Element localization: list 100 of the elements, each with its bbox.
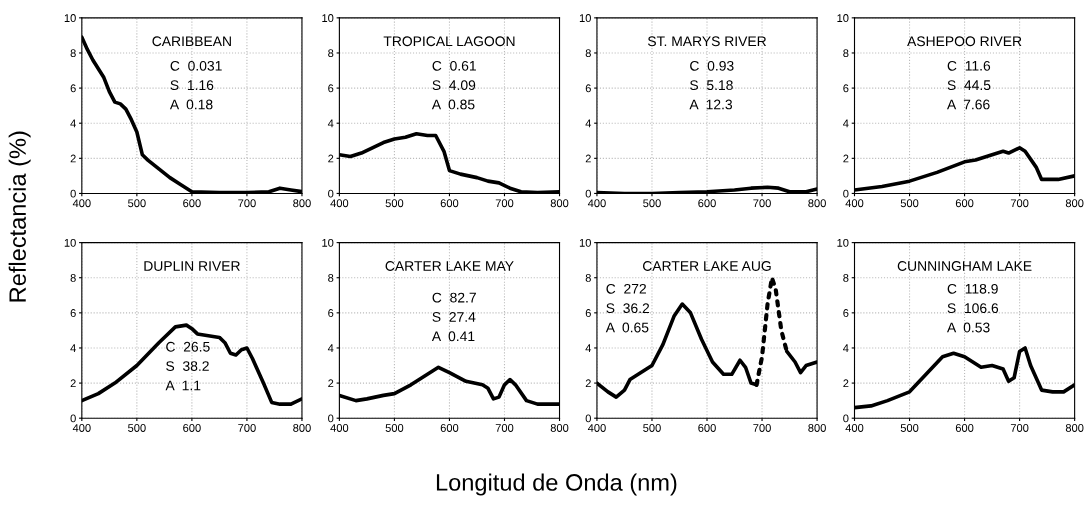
x-tick-label: 600 — [698, 199, 716, 208]
annotation: S 106.6 — [947, 303, 999, 314]
x-tick-label: 500 — [128, 424, 146, 432]
y-tick-label: 4 — [843, 344, 849, 352]
x-tick-label: 700 — [753, 199, 771, 208]
x-tick-label: 500 — [900, 424, 919, 432]
y-tick-label: 4 — [585, 344, 592, 352]
text: ST. MARYS RIVER — [647, 36, 767, 47]
x-tick-label: 500 — [385, 199, 404, 208]
x-axis-title: Longitud de Onda (nm) — [436, 473, 677, 496]
x-tick-label: 800 — [293, 424, 311, 432]
y-tick-label: 0 — [328, 189, 334, 198]
annotation: S 38.2 — [166, 361, 209, 372]
x-tick-label: 800 — [1065, 199, 1084, 208]
annotation: C 0.93 — [690, 60, 734, 71]
y-tick-label: 8 — [585, 49, 591, 58]
text: CARIBBEAN — [152, 36, 231, 47]
y-tick-label: 2 — [328, 379, 334, 388]
y-tick-label: 2 — [843, 379, 849, 388]
annotation: A 0.41 — [431, 331, 475, 342]
y-tick-label: 0 — [328, 414, 334, 423]
annotation: S 27.4 — [432, 312, 476, 322]
y-tick-label: 4 — [585, 119, 592, 128]
y-tick-label: 2 — [70, 379, 76, 388]
x-tick-label: 400 — [587, 199, 606, 208]
y-tick-label: 10 — [837, 14, 849, 22]
annotation: C 118.9 — [947, 283, 998, 294]
y-tick-label: 6 — [328, 309, 334, 317]
y-tick-label: 6 — [585, 309, 591, 317]
annotation: C 0.031 — [170, 60, 222, 71]
annotation: A 0.65 — [605, 322, 649, 333]
x-tick-label: 400 — [845, 199, 864, 208]
annotation: A 0.85 — [431, 99, 475, 110]
y-tick-label: 4 — [70, 119, 76, 128]
y-tick-label: 10 — [579, 238, 591, 247]
y-tick-label: 10 — [322, 14, 334, 22]
x-tick-label: 800 — [550, 424, 569, 432]
y-tick-label: 0 — [585, 414, 591, 423]
text: ASHEPOO RIVER — [907, 36, 1022, 47]
y-tick-label: 2 — [585, 154, 591, 163]
x-tick-label: 800 — [808, 424, 826, 432]
x-tick-label: 600 — [440, 424, 459, 432]
x-tick-label: 500 — [900, 199, 919, 208]
y-tick-label: 2 — [328, 154, 334, 163]
x-tick-label: 500 — [128, 199, 146, 208]
annotation: C 26.5 — [166, 341, 210, 352]
x-tick-label: 700 — [495, 424, 514, 432]
annotation: S 36.2 — [606, 303, 650, 314]
y-tick-label: 8 — [328, 273, 334, 282]
x-tick-label: 600 — [183, 199, 201, 208]
x-tick-label: 800 — [550, 199, 569, 208]
x-tick-label: 800 — [293, 199, 311, 208]
y-tick-label: 0 — [843, 189, 849, 198]
x-tick-label: 400 — [845, 424, 864, 432]
x-tick-label: 400 — [72, 424, 91, 432]
x-tick-label: 500 — [385, 424, 404, 432]
annotation: A 7.66 — [946, 99, 990, 110]
annotation: S 44.5 — [947, 80, 991, 91]
x-tick-label: 500 — [643, 199, 661, 208]
y-tick-label: 2 — [70, 154, 76, 163]
x-tick-label: 400 — [72, 199, 91, 208]
y-tick-label: 10 — [64, 238, 76, 247]
x-tick-label: 400 — [587, 424, 606, 432]
x-tick-label: 600 — [183, 424, 201, 432]
annotation: A 12.3 — [689, 99, 733, 110]
y-tick-label: 2 — [843, 154, 849, 163]
annotation: S 4.09 — [432, 80, 476, 91]
y-tick-label: 8 — [843, 273, 849, 282]
y-axis-title: Reflectancia (%) — [8, 131, 31, 302]
x-tick-label: 500 — [643, 424, 661, 432]
y-tick-label: 0 — [70, 189, 76, 198]
x-tick-label: 700 — [1010, 424, 1029, 432]
x-tick-label: 700 — [753, 424, 771, 432]
annotation: C 272 — [606, 283, 646, 294]
y-tick-label: 6 — [843, 84, 849, 93]
y-tick-label: 6 — [70, 84, 76, 93]
y-tick-label: 0 — [585, 189, 591, 198]
x-tick-label: 700 — [238, 424, 256, 432]
x-tick-label: 700 — [1010, 199, 1029, 208]
annotation: C 11.6 — [947, 60, 991, 71]
y-tick-label: 4 — [327, 344, 334, 352]
annotation: C 82.7 — [432, 292, 476, 303]
x-tick-label: 600 — [440, 199, 459, 208]
text: TROPICAL LAGOON — [383, 36, 515, 47]
annotation: S 1.16 — [170, 80, 214, 91]
y-tick-label: 0 — [843, 414, 849, 423]
x-tick-label: 600 — [955, 199, 974, 208]
y-tick-label: 10 — [322, 238, 334, 247]
text: CARTER LAKE MAY — [385, 261, 514, 271]
y-tick-label: 4 — [70, 344, 76, 352]
annotation: A 0.53 — [946, 322, 990, 333]
annotation: A 1.1 — [165, 380, 201, 391]
x-tick-label: 400 — [330, 199, 349, 208]
y-tick-label: 2 — [585, 379, 591, 388]
x-tick-label: 800 — [808, 199, 826, 208]
y-tick-label: 8 — [843, 49, 849, 58]
y-tick-label: 8 — [585, 273, 591, 282]
y-tick-label: 10 — [64, 14, 76, 22]
text: CUNNINGHAM LAKE — [897, 261, 1032, 271]
y-tick-label: 0 — [70, 414, 76, 423]
